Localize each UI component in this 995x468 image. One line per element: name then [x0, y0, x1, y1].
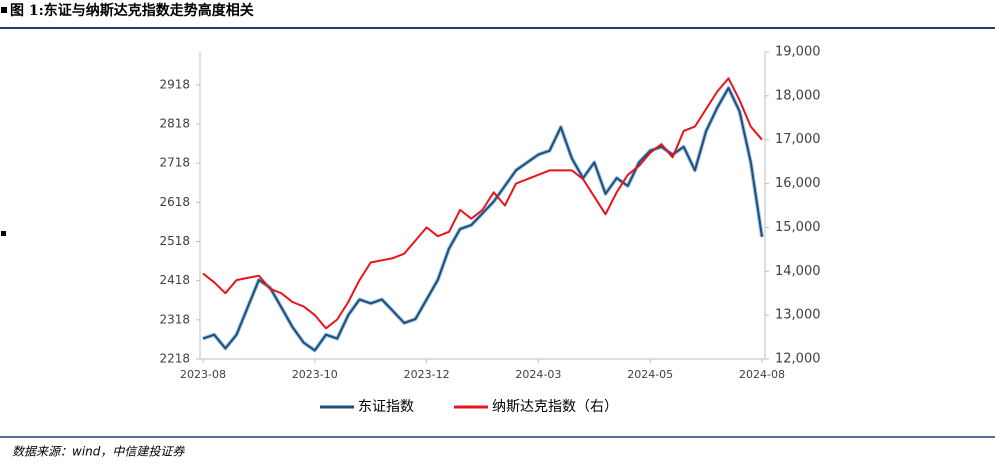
- x-tick-label: 2023-12: [404, 368, 450, 381]
- y-tick-label: 2218: [159, 352, 190, 366]
- y2-tick-label: 13,000: [775, 308, 821, 323]
- y-tick-label: 2918: [159, 77, 190, 91]
- y2-tick-label: 14,000: [775, 264, 821, 279]
- legend-label: 东证指数: [358, 399, 414, 415]
- x-tick-label: 2024-08: [739, 368, 785, 381]
- y2-tick-label: 12,000: [775, 352, 821, 367]
- y-tick-label: 2518: [159, 234, 190, 248]
- y-tick-label: 2418: [159, 273, 190, 287]
- bullet: [1, 231, 6, 236]
- x-tick-label: 2024-05: [627, 368, 673, 381]
- y2-tick-label: 18,000: [775, 88, 821, 103]
- series-halo: [202, 86, 764, 353]
- x-tick-label: 2023-08: [180, 368, 226, 381]
- y2-tick-label: 15,000: [775, 220, 821, 235]
- y-tick-label: 2718: [159, 156, 190, 170]
- source: 数据来源：wind，中信建投证券: [12, 445, 185, 459]
- legend-label: 纳斯达克指数（右）: [492, 399, 618, 415]
- bullet: [1, 7, 7, 13]
- y2-tick-label: 19,000: [775, 45, 821, 60]
- y2-tick-label: 17,000: [775, 132, 821, 147]
- y2-tick-label: 16,000: [775, 176, 821, 191]
- series-line: [202, 77, 763, 330]
- series-line: [202, 87, 763, 352]
- title: 图 1:东证与纳斯达克指数走势高度相关: [10, 2, 254, 19]
- y-tick-label: 2618: [159, 195, 190, 209]
- y-tick-label: 2818: [159, 117, 190, 131]
- x-tick-label: 2024-03: [515, 368, 561, 381]
- y-tick-label: 2318: [159, 312, 190, 326]
- x-tick-label: 2023-10: [292, 368, 338, 381]
